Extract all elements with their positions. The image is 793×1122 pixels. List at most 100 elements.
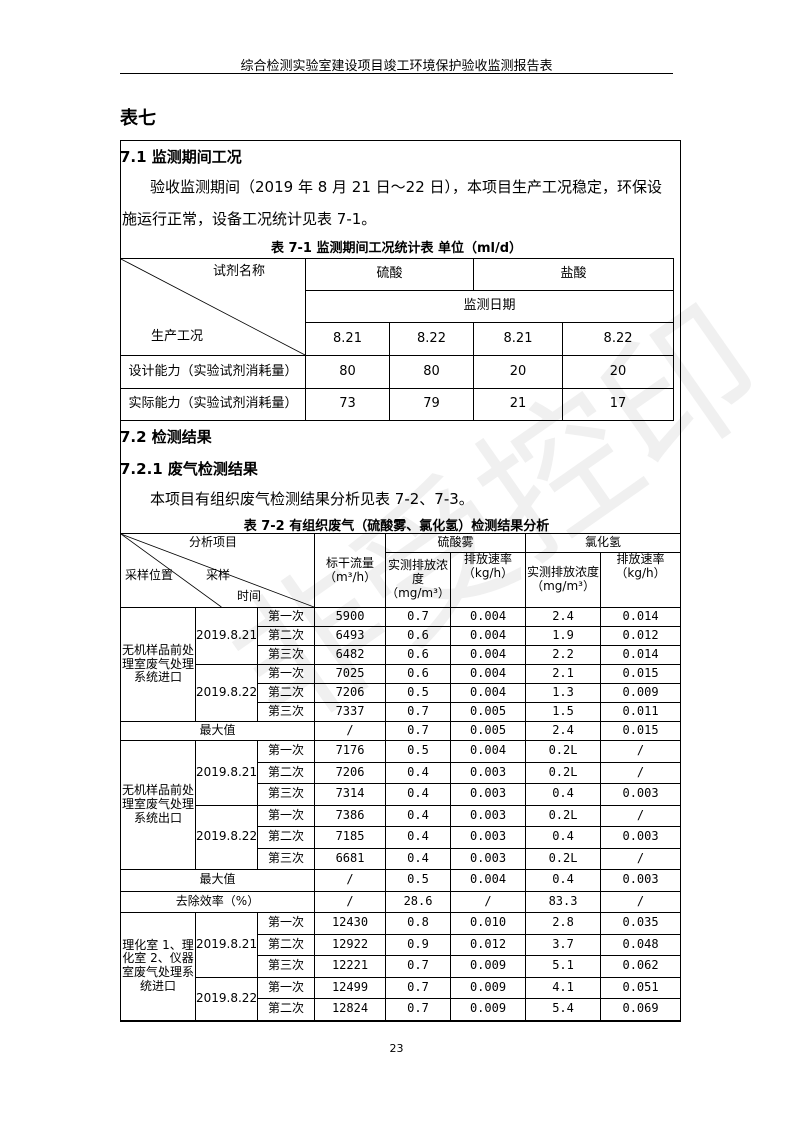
h2so4-conc: 0.7 (385, 976, 452, 999)
table-7-1-corner: 试剂名称 生产工况 (120, 258, 306, 356)
table-row: 2019.8.22 第一次 7386 0.4 0.003 0.2L / (121, 804, 682, 870)
date-cell: 8.21 (305, 322, 390, 356)
page-header: 综合检测实验室建设项目竣工环境保护验收监测报告表 (240, 59, 553, 74)
summary-row: 最大值/0.5 0.004 0.4 0.003 (119, 869, 682, 892)
flow-value: / (314, 721, 387, 741)
table-row: 2019.8.22 第一次 12499 0.7 0.009 4.1 0.051 (121, 976, 682, 1021)
row-label: 实际能力（实验试剂消耗量） (120, 388, 306, 421)
h2so4-rate: 0.005 (450, 702, 527, 722)
sampling-date: 2019.8.22 (195, 976, 258, 1021)
hcl-rate: 0.014 (600, 607, 682, 627)
h2so4-conc: 0.6 (385, 645, 452, 665)
corner-item-label: 分析项目 (189, 535, 238, 549)
table-row: 第二次 7206 0.4 0.003 0.2L / (121, 761, 682, 784)
section-7-2-heading: 7.2 检测结果 (120, 428, 212, 446)
flow-value: / (314, 890, 387, 913)
hcl-rate: / (600, 847, 682, 870)
sampling-location: 理化室 1、理化室 2、仪器室废气处理系统进口 (120, 912, 196, 1021)
page-number: 23 (389, 1042, 404, 1055)
h2so4-conc: 0.4 (385, 783, 452, 806)
h2so4-rate: 0.003 (450, 847, 527, 870)
run-label: 第二次 (256, 826, 316, 849)
cell: 21 (473, 388, 564, 421)
h2so4-rate-header: 排放速率（kg/h） (450, 552, 527, 608)
hcl-conc: 2.2 (525, 645, 602, 665)
hcl-rate: 0.012 (600, 626, 682, 646)
hcl-rate: 0.048 (600, 933, 682, 956)
run-label: 第一次 (256, 912, 316, 935)
h2so4-rate: 0.009 (450, 998, 527, 1021)
flow-value: / (314, 869, 387, 892)
table-row: 无机样品前处理室废气处理系统出口 2019.8.21 第一次 7176 0.5 0.004… (120, 740, 682, 870)
hcl-conc: 0.2L (525, 804, 602, 827)
hcl-conc: 5.4 (525, 998, 602, 1021)
flow-value: 12221 (314, 955, 387, 978)
hcl-conc: 0.2L (525, 847, 602, 870)
date-cell: 8.21 (473, 322, 564, 356)
flow-value: 7025 (314, 664, 387, 684)
hcl-rate: 0.011 (600, 702, 682, 722)
h2so4-rate: 0.003 (450, 826, 527, 849)
flow-value: 7185 (314, 826, 387, 849)
hcl-rate: / (600, 804, 682, 827)
summary-label: 最大值 (119, 869, 316, 892)
hcl-rate: 0.009 (600, 683, 682, 703)
h2so4-header: 硫酸雾 (385, 533, 527, 553)
table-row: 第三次 6681 0.4 0.003 0.2L / (121, 847, 682, 870)
h2so4-conc: 0.4 (385, 847, 452, 870)
run-label: 第三次 (256, 702, 316, 722)
hcl-rate: 0.062 (600, 955, 682, 978)
h2so4-rate: 0.012 (450, 933, 527, 956)
h2so4-rate: 0.003 (450, 761, 527, 784)
h2so4-rate: 0.005 (450, 721, 527, 741)
flow-value: 7176 (314, 740, 387, 763)
hcl-conc: 83.3 (525, 890, 602, 913)
hcl-rate: 0.015 (600, 664, 682, 684)
hcl-conc: 2.8 (525, 912, 602, 935)
section-7-2-para: 本项目有组织废气检测结果分析见表 7-2、7-3。 (150, 490, 474, 508)
table-row: 设计能力（实验试剂消耗量） 80 80 20 20 (120, 355, 675, 389)
table-row: 理化室 1、理化室 2、仪器室废气处理系统进口 2019.8.21 第一次 12430… (120, 912, 682, 1021)
flow-value: 12824 (314, 998, 387, 1021)
corner-sample-label: 采样 (206, 568, 231, 582)
table-row: 第二次 12922 0.9 0.012 3.7 0.048 (121, 933, 682, 956)
cell: 73 (305, 388, 390, 421)
flow-value: 7386 (314, 804, 387, 827)
h2so4-rate: 0.009 (450, 976, 527, 999)
h2so4-conc: 0.6 (385, 626, 452, 646)
summary-label: 去除效率（%） (119, 890, 316, 913)
reagent-hcl: 盐酸 (473, 258, 675, 291)
flow-value: 6493 (314, 626, 387, 646)
hcl-conc: 5.1 (525, 955, 602, 978)
summary-label: 最大值 (119, 721, 316, 741)
h2so4-rate: 0.004 (450, 740, 527, 763)
table-row: 第二次 7185 0.4 0.003 0.4 0.003 (121, 826, 682, 849)
sampling-date: 2019.8.22 (195, 664, 258, 722)
hcl-rate: 0.003 (600, 869, 682, 892)
h2so4-conc: 0.5 (385, 869, 452, 892)
hcl-rate: 0.051 (600, 976, 682, 999)
h2so4-rate: 0.004 (450, 664, 527, 684)
cell: 20 (562, 355, 675, 389)
h2so4-conc: 0.7 (385, 721, 452, 741)
header-divider (120, 73, 673, 74)
corner-condition-label: 生产工况 (151, 329, 204, 345)
h2so4-conc: 0.8 (385, 912, 452, 935)
section-7-1-para-2: 施运行正常，设备工况统计见表 7-1。 (122, 210, 377, 228)
flow-value: 6482 (314, 645, 387, 665)
cell: 80 (388, 355, 475, 389)
hcl-conc: 0.2L (525, 740, 602, 763)
h2so4-conc: 0.7 (385, 955, 452, 978)
flow-value: 12499 (314, 976, 387, 999)
hcl-rate: 0.014 (600, 645, 682, 665)
h2so4-conc: 0.5 (385, 740, 452, 763)
run-label: 第二次 (256, 761, 316, 784)
run-label: 第三次 (256, 645, 316, 665)
hcl-conc: 3.7 (525, 933, 602, 956)
flow-value: 7206 (314, 761, 387, 784)
hcl-rate: / (600, 740, 682, 763)
h2so4-rate: 0.009 (450, 955, 527, 978)
h2so4-conc: 28.6 (385, 890, 452, 913)
run-label: 第二次 (256, 683, 316, 703)
hcl-conc: 0.4 (525, 783, 602, 806)
